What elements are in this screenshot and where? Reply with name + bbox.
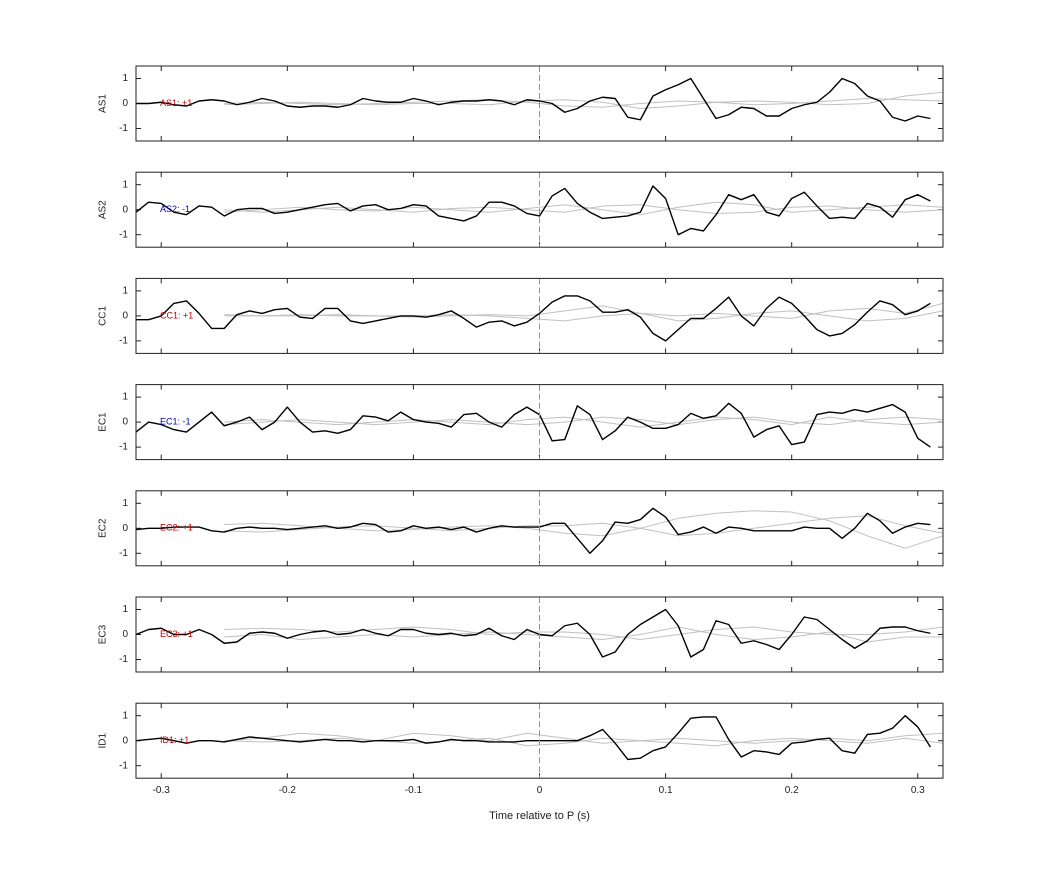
x-axis-label: Time relative to P (s) <box>489 810 590 822</box>
comparison-trace <box>224 515 944 537</box>
y-axis-label: CC1 <box>98 305 109 325</box>
main-trace <box>135 507 931 554</box>
y-tick-label: 1 <box>122 498 128 509</box>
y-tick-label: 1 <box>122 179 128 190</box>
y-tick-label: 1 <box>122 710 128 721</box>
axes-frame <box>135 596 944 673</box>
comparison-trace <box>224 305 944 322</box>
comparison-trace <box>224 91 944 109</box>
y-tick-label: 0 <box>122 629 128 640</box>
axes-frame <box>135 65 944 142</box>
y-tick-label: 1 <box>122 604 128 615</box>
comparison-trace <box>224 98 944 108</box>
channel-annotation: AS1: +1 <box>160 98 192 108</box>
y-axis-label: AS2 <box>98 200 109 219</box>
main-trace <box>135 715 931 761</box>
y-tick-label: 0 <box>122 735 128 746</box>
y-axis-label: EC2 <box>98 518 109 538</box>
y-tick-label: 1 <box>122 286 128 297</box>
x-tick-label: -0.1 <box>405 785 423 796</box>
y-axis-label: AS1 <box>98 94 109 113</box>
main-trace <box>135 185 931 236</box>
channel-annotation: AS2: -1 <box>160 204 190 214</box>
x-tick-label: 0 <box>537 785 543 796</box>
y-tick-label: -1 <box>119 123 128 134</box>
y-tick-label: 0 <box>122 417 128 428</box>
y-tick-label: 0 <box>122 98 128 109</box>
y-tick-label: -1 <box>119 442 128 453</box>
y-tick-label: -1 <box>119 654 128 665</box>
main-trace <box>135 402 931 448</box>
axes-frame <box>135 702 944 779</box>
comparison-trace <box>224 626 943 643</box>
x-tick-label: -0.3 <box>153 785 171 796</box>
x-tick-label: 0.3 <box>911 785 925 796</box>
comparison-trace <box>224 737 944 747</box>
comparison-trace <box>224 626 944 640</box>
main-trace <box>135 608 931 658</box>
axes-frame <box>135 384 944 461</box>
channel-annotation: CC1: +1 <box>160 310 193 320</box>
y-tick-label: 0 <box>122 311 128 322</box>
axes-frame <box>135 277 944 354</box>
x-tick-label: 0.1 <box>659 785 673 796</box>
y-tick-label: -1 <box>119 229 128 240</box>
axes-frame <box>135 171 944 248</box>
channel-annotation: EC3: +1 <box>160 629 193 639</box>
channel-annotation: EC2: +1 <box>160 523 193 533</box>
comparison-trace <box>224 302 944 322</box>
y-tick-label: -1 <box>119 760 128 771</box>
y-axis-label: EC3 <box>98 624 109 644</box>
x-tick-label: 0.2 <box>785 785 799 796</box>
y-tick-label: 0 <box>122 523 128 534</box>
comparison-trace <box>224 510 944 549</box>
comparison-trace <box>224 416 944 428</box>
y-tick-label: 1 <box>122 73 128 84</box>
y-tick-label: 1 <box>122 392 128 403</box>
axes-frame <box>135 490 944 567</box>
x-tick-label: -0.2 <box>279 785 297 796</box>
channel-annotation: ID1: +1 <box>160 735 189 745</box>
y-axis-label: ID1 <box>98 732 109 748</box>
y-tick-label: -1 <box>119 336 128 347</box>
y-tick-label: 0 <box>122 204 128 215</box>
y-tick-label: -1 <box>119 548 128 559</box>
y-axis-label: EC1 <box>98 412 109 432</box>
main-trace <box>136 77 931 122</box>
main-trace <box>136 295 931 342</box>
channel-annotation: EC1: -1 <box>160 416 191 426</box>
